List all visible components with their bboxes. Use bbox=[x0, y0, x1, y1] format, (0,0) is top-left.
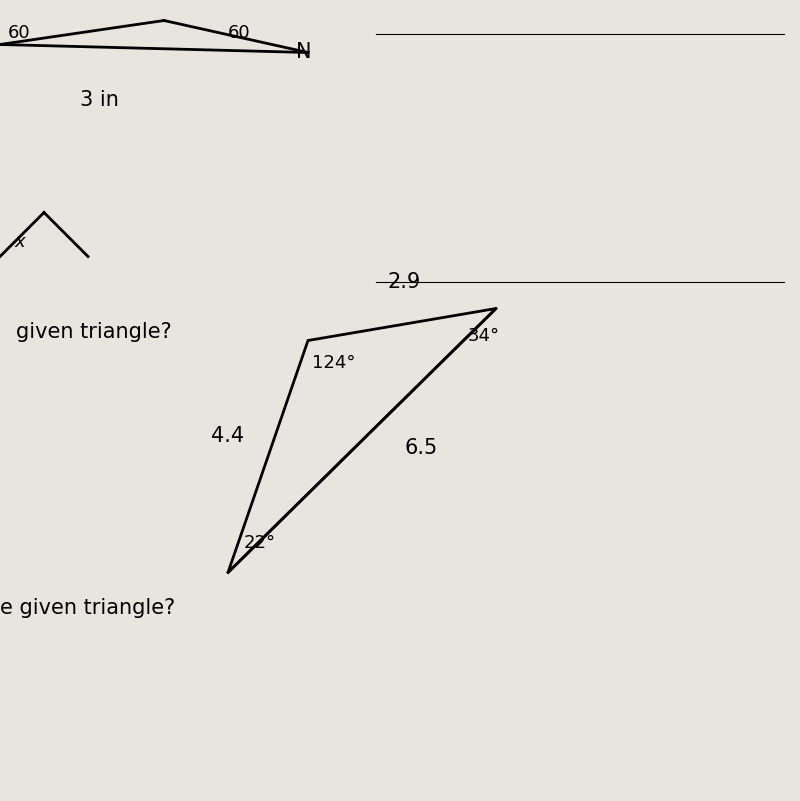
Text: given triangle?: given triangle? bbox=[16, 323, 172, 343]
Text: 60: 60 bbox=[228, 23, 250, 42]
Text: 60: 60 bbox=[8, 23, 30, 42]
Text: N: N bbox=[296, 42, 312, 62]
Text: 2.9: 2.9 bbox=[387, 272, 421, 292]
Text: 3 in: 3 in bbox=[80, 91, 119, 111]
Text: 34°: 34° bbox=[468, 327, 500, 345]
Text: 22°: 22° bbox=[244, 534, 276, 553]
Text: 4.4: 4.4 bbox=[211, 426, 244, 446]
Text: 6.5: 6.5 bbox=[404, 438, 438, 458]
Text: e given triangle?: e given triangle? bbox=[0, 598, 175, 618]
Text: x: x bbox=[14, 233, 26, 251]
Text: 124°: 124° bbox=[312, 354, 355, 372]
